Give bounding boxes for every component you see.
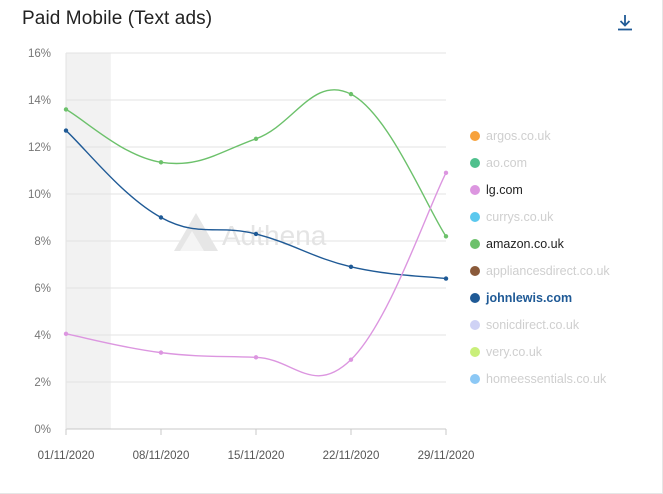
x-tick-label: 08/11/2020 — [133, 450, 190, 462]
legend-dot-icon — [470, 319, 480, 330]
data-point — [348, 264, 354, 270]
legend-label: sonicdirect.co.uk — [486, 317, 580, 332]
data-point — [348, 357, 354, 362]
y-tick-label: 10% — [28, 189, 51, 201]
y-tick-label: 16% — [28, 48, 51, 60]
y-tick-label: 6% — [34, 283, 51, 295]
legend-dot-icon — [470, 238, 480, 249]
x-tick-label: 15/11/2020 — [228, 450, 285, 462]
x-tick-label: 22/11/2020 — [323, 450, 380, 462]
data-point — [63, 331, 69, 337]
data-point — [253, 355, 259, 360]
y-tick-label: 12% — [28, 142, 51, 154]
x-tick-label: 01/11/2020 — [38, 450, 95, 462]
data-point — [63, 128, 69, 133]
legend-item[interactable]: appliancesdirect.co.uk — [470, 257, 650, 284]
legend-dot-icon — [470, 373, 480, 384]
chart-title: Paid Mobile (Text ads) — [22, 8, 213, 29]
legend-item[interactable]: johnlewis.com — [470, 284, 650, 311]
legend-dot-icon — [470, 346, 480, 357]
legend-item[interactable]: homeessentials.co.uk — [470, 365, 650, 392]
legend-label: homeessentials.co.uk — [486, 371, 607, 386]
legend-label: currys.co.uk — [486, 209, 554, 224]
legend-item[interactable]: lg.com — [470, 176, 650, 203]
legend-item[interactable]: currys.co.uk — [470, 203, 650, 230]
data-point — [63, 107, 69, 112]
watermark-logo-icon — [174, 213, 218, 251]
legend-item[interactable]: very.co.uk — [470, 338, 650, 365]
legend-item[interactable]: argos.co.uk — [470, 122, 650, 149]
y-tick-label: 8% — [34, 236, 51, 248]
data-point — [158, 350, 164, 355]
series-line — [65, 130, 447, 280]
legend-dot-icon — [470, 211, 480, 222]
data-point — [443, 234, 449, 239]
legend-label: lg.com — [486, 182, 523, 197]
download-icon[interactable] — [614, 12, 636, 34]
legend-label: argos.co.uk — [486, 128, 551, 143]
data-point — [253, 136, 259, 141]
watermark-logo-facet — [180, 231, 204, 251]
data-point — [158, 215, 164, 220]
data-point — [443, 276, 449, 281]
x-tick-label: 29/11/2020 — [418, 450, 475, 462]
data-point — [253, 231, 259, 237]
data-point — [443, 170, 449, 176]
y-tick-label: 0% — [34, 424, 51, 436]
legend-item[interactable]: sonicdirect.co.uk — [470, 311, 650, 338]
watermark-text: Adthena — [222, 220, 327, 251]
data-point — [158, 160, 164, 165]
legend-dot-icon — [470, 184, 480, 195]
series-line — [65, 172, 447, 377]
legend-dot-icon — [470, 292, 480, 303]
series-line — [65, 89, 447, 237]
legend-dot-icon — [470, 157, 480, 168]
y-tick-label: 2% — [34, 377, 51, 389]
legend-label: amazon.co.uk — [486, 236, 564, 251]
legend-item[interactable]: ao.com — [470, 149, 650, 176]
chart-legend: argos.co.uk ao.com lg.com currys.co.uk amazo… — [470, 122, 650, 392]
legend-dot-icon — [470, 130, 480, 141]
legend-label: very.co.uk — [486, 344, 543, 359]
legend-dot-icon — [470, 265, 480, 276]
y-tick-label: 4% — [34, 330, 51, 342]
legend-label: ao.com — [486, 155, 527, 170]
legend-label: appliancesdirect.co.uk — [486, 263, 610, 278]
legend-item[interactable]: amazon.co.uk — [470, 230, 650, 257]
data-point — [348, 91, 354, 97]
legend-label: johnlewis.com — [486, 290, 573, 305]
y-tick-label: 14% — [28, 95, 51, 107]
